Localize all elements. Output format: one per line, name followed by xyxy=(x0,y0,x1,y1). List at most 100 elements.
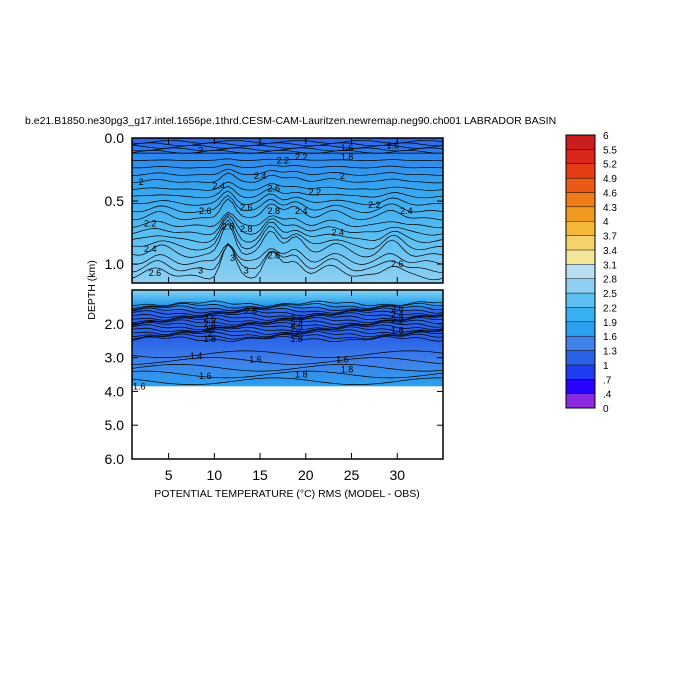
contour-label: 1.8 xyxy=(290,334,303,344)
colorbar-label: 4.9 xyxy=(603,174,617,185)
lower-contour-line xyxy=(132,300,443,307)
colorbar-label: 1 xyxy=(603,361,609,372)
upper-contour-line xyxy=(132,219,443,251)
upper-contour-line xyxy=(132,158,443,161)
colorbar-label: 1.9 xyxy=(603,318,617,329)
lower-panel xyxy=(131,289,444,460)
y-tick-label: 6.0 xyxy=(105,451,125,467)
colorbar-segment xyxy=(565,307,596,322)
y-tick-label: 3.0 xyxy=(105,350,125,366)
lower-contour-line xyxy=(132,312,443,319)
colorbar-segment xyxy=(565,221,596,236)
colorbar-label: 5.2 xyxy=(603,160,617,171)
colorbar-segment xyxy=(565,235,596,251)
colorbar-label: 2.8 xyxy=(603,275,617,286)
lower-contour-line xyxy=(132,321,443,328)
colorbar-segment xyxy=(565,335,596,351)
contour-label: 2 xyxy=(139,177,144,187)
lower-contour-line xyxy=(132,324,443,331)
colorbar-label: 1.6 xyxy=(603,332,617,343)
x-axis-label: POTENTIAL TEMPERATURE (°C) RMS (MODEL - … xyxy=(154,488,420,500)
upper-contour-line xyxy=(132,190,443,206)
contour-label: 2 xyxy=(294,329,299,339)
lower-contour-line xyxy=(132,305,443,312)
lower-frame xyxy=(131,289,444,460)
colorbar-label: 1.3 xyxy=(603,347,617,358)
contour-label: 2.2 xyxy=(290,324,303,334)
contour-label: 1.6 xyxy=(249,354,262,364)
upper-panel xyxy=(131,137,444,284)
colorbar-label: 4.3 xyxy=(603,203,617,214)
contour-label: 2.2 xyxy=(144,219,157,229)
contour-labels: 1.61.81.622.22.222 2.42.42.6 2.22.22.6 2.6 2… xyxy=(133,141,413,392)
lower-contour-line xyxy=(132,326,443,333)
x-tick-label: 10 xyxy=(207,467,223,483)
contour-label: 1.8 xyxy=(341,364,354,374)
upper-contour-line xyxy=(132,144,443,149)
colorbar-segment xyxy=(565,149,596,164)
contour-label: 1.6 xyxy=(386,141,399,151)
contour-label: 1.6 xyxy=(341,143,354,153)
contour-label: 2 xyxy=(207,329,212,339)
upper-contour-line xyxy=(132,172,443,184)
contour-label: 3 xyxy=(230,253,235,263)
contour-label: 3 xyxy=(198,265,203,275)
contour-label: 2.6 xyxy=(204,314,217,324)
upper-contour-line xyxy=(132,243,443,273)
colorbar-label: 0 xyxy=(603,404,609,415)
contour-label: 2 xyxy=(340,171,345,181)
x-tick-label: 20 xyxy=(298,467,314,483)
upper-contour-line xyxy=(132,147,443,152)
chart-title: b.e21.B1850.ne30pg3_g17.intel.1656pe.1th… xyxy=(25,115,556,127)
colorbar-label: 3.4 xyxy=(603,246,617,257)
upper-contour-lines xyxy=(132,139,443,281)
colorbar-segment xyxy=(565,350,596,366)
x-tick-label: 15 xyxy=(252,467,268,483)
lower-contour-line xyxy=(132,302,443,309)
colorbar-frame xyxy=(565,134,596,409)
upper-contour-line xyxy=(132,243,443,281)
upper-contour-line xyxy=(132,198,443,221)
upper-contour-line xyxy=(132,150,443,154)
colorbar-segment xyxy=(565,249,596,265)
colorbar-segment xyxy=(565,264,596,279)
contour-label: 1.4 xyxy=(190,351,203,361)
colorbar-segment xyxy=(565,321,596,337)
lower-contour-line xyxy=(132,370,443,379)
contour-label: 2.4 xyxy=(144,244,157,254)
contour-label: 2 xyxy=(198,146,203,156)
colorbar-segment xyxy=(565,163,596,179)
lower-contour-line xyxy=(132,307,443,314)
upper-contour-line xyxy=(132,213,443,236)
lower-contour-line xyxy=(132,357,443,365)
contour-label: 1.6 xyxy=(336,354,349,364)
contour-label: 2.2 xyxy=(295,152,308,162)
upper-contour-line xyxy=(132,211,443,229)
colorbar-label: 3.1 xyxy=(603,260,617,271)
y-axis-label: DEPTH (km) xyxy=(86,260,98,320)
lower-contour-line xyxy=(132,319,443,326)
upper-contour-line xyxy=(132,194,443,213)
contour-label: 1.8 xyxy=(204,334,217,344)
upper-contour-line xyxy=(132,222,443,258)
upper-contour-line xyxy=(132,185,443,199)
colorbar-segment xyxy=(565,134,596,150)
colorbar-segment xyxy=(565,192,596,208)
y-tick-label: 0.5 xyxy=(105,193,125,209)
lower-contour-line xyxy=(132,350,443,358)
upper-frame xyxy=(131,137,444,284)
contour-label: 2.2 xyxy=(204,324,217,334)
colorbar: 6 5.5 5.2 4.9 4.6 4.3 4 3.7 3.4 3.1 2.8 2.5 2.2 1.9 1.… xyxy=(565,131,617,415)
axes: 5 10 15 20 25 30 0.0 0.5 1.0 2.0 3.0 4.0 5.0 6.0 xyxy=(105,130,443,483)
contour-label: 2.6 xyxy=(149,268,162,278)
contour-label: 2.8 xyxy=(268,206,281,216)
upper-contour-line xyxy=(132,163,443,169)
lower-contour-lines xyxy=(132,300,443,385)
colorbar-label: 2.5 xyxy=(603,289,617,300)
contour-label: 2.4 xyxy=(400,206,413,216)
upper-contour-line xyxy=(132,181,443,191)
upper-contour-line xyxy=(132,168,443,176)
lower-contour-line xyxy=(132,331,443,338)
colorbar-label: 4.6 xyxy=(603,189,617,200)
colorbar-label: 6 xyxy=(603,131,609,142)
